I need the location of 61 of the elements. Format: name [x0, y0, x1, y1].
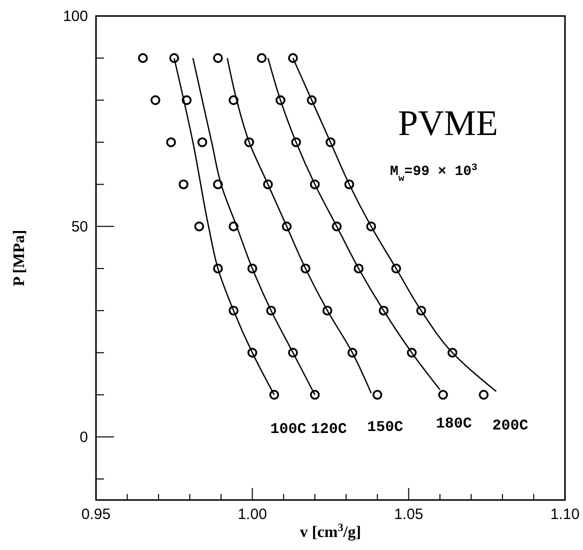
- point: [288, 53, 298, 63]
- x-tick-label: 1.05: [394, 506, 424, 523]
- point: [291, 137, 302, 148]
- point: [166, 137, 176, 148]
- point: [247, 348, 258, 358]
- point: [310, 390, 320, 400]
- series-label: 180C: [436, 416, 472, 433]
- point: [213, 53, 223, 63]
- point: [326, 137, 336, 148]
- y-axis-title: P [MPa]: [11, 230, 28, 286]
- y-tick-label: 50: [71, 218, 88, 236]
- point: [169, 53, 180, 63]
- series-label: 120C: [310, 420, 347, 438]
- y-tick-label: 0: [80, 428, 88, 446]
- point: [310, 179, 320, 190]
- series-label: 100C: [270, 420, 306, 438]
- x-tick-label: 0.95: [81, 506, 111, 523]
- point: [256, 53, 267, 63]
- point: [344, 179, 354, 190]
- point: [182, 95, 192, 106]
- point: [306, 95, 317, 106]
- point: [269, 390, 280, 400]
- point: [347, 348, 358, 358]
- point: [391, 264, 402, 274]
- point: [213, 264, 223, 274]
- point: [228, 306, 238, 316]
- point: [406, 348, 417, 358]
- point: [322, 306, 332, 316]
- series-label: 150C: [367, 419, 404, 436]
- point: [178, 179, 188, 190]
- point: [138, 53, 148, 63]
- point: [194, 222, 204, 232]
- point: [448, 348, 458, 358]
- point: [366, 222, 376, 232]
- annotation: PVME: [398, 103, 498, 143]
- point: [228, 222, 238, 232]
- point: [416, 306, 426, 316]
- point: [247, 264, 258, 274]
- point: [244, 137, 254, 148]
- series-label: 200C: [492, 417, 528, 434]
- point: [332, 222, 342, 232]
- point: [282, 222, 292, 232]
- point: [276, 95, 286, 106]
- point: [263, 179, 273, 190]
- point: [266, 306, 276, 316]
- point: [213, 179, 223, 190]
- x-tick-label: 1.00: [238, 506, 267, 523]
- point: [150, 95, 160, 106]
- point: [354, 264, 364, 274]
- point: [438, 390, 448, 400]
- point: [478, 390, 489, 400]
- x-tick-label: 1.10: [550, 506, 580, 523]
- point: [228, 95, 238, 106]
- point: [197, 137, 208, 148]
- point: [372, 390, 382, 400]
- point: [378, 306, 389, 316]
- point: [300, 264, 310, 274]
- y-tick-label: 100: [62, 8, 88, 25]
- x-axis-title: v [cm$^{3}$/g]: [300, 522, 362, 541]
- annotation: M$_{w}$=99 × 10$^{3}$: [390, 162, 478, 184]
- point: [288, 348, 298, 358]
